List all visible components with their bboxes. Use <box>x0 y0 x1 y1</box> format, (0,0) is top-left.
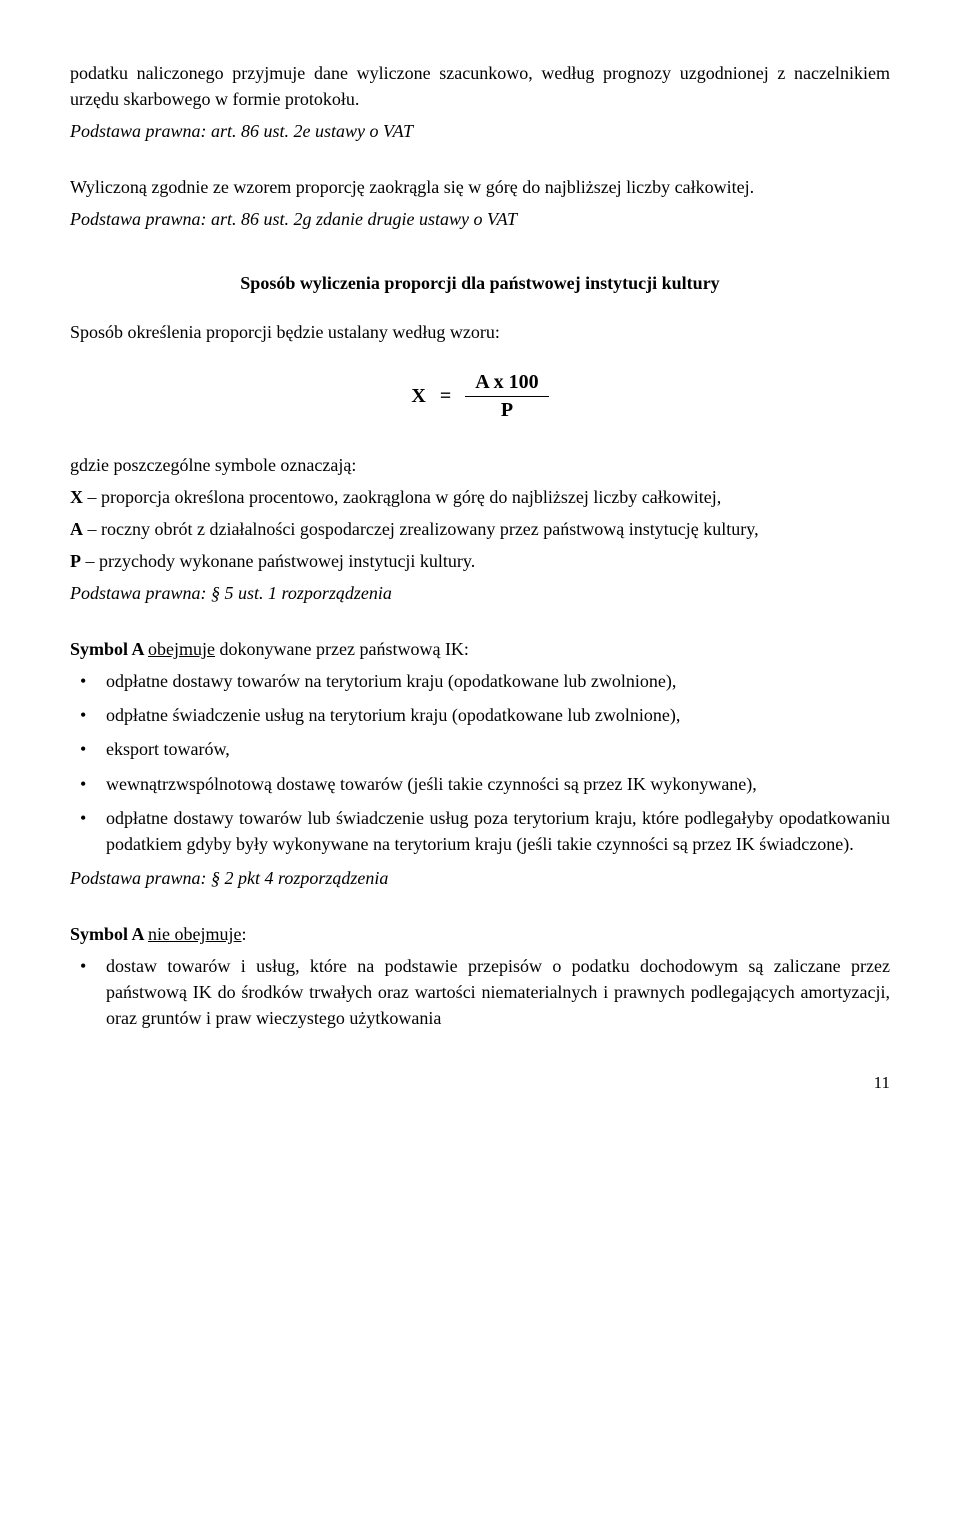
symbol-a-suffix: dokonywane przez państwową IK: <box>215 639 469 659</box>
symbol-a-prefix: Symbol A <box>70 639 148 659</box>
legal-basis-1: Podstawa prawna: art. 86 ust. 2e ustawy … <box>70 118 890 144</box>
symbol-a-not-prefix: Symbol A <box>70 924 148 944</box>
formula-numerator: A x 100 <box>465 371 548 397</box>
formula: X = A x 100 P <box>70 371 890 422</box>
symbol-a-includes-heading: Symbol A obejmuje dokonywane przez państ… <box>70 636 890 662</box>
list-item: wewnątrzwspólnotową dostawę towarów (jeś… <box>70 771 890 797</box>
definition-a: A – roczny obrót z działalności gospodar… <box>70 516 890 542</box>
formula-intro: Sposób określenia proporcji będzie ustal… <box>70 319 890 345</box>
legal-basis-4: Podstawa prawna: § 2 pkt 4 rozporządzeni… <box>70 865 890 891</box>
rounding-paragraph: Wyliczoną zgodnie ze wzorem proporcję za… <box>70 174 890 200</box>
page-number: 11 <box>70 1071 890 1096</box>
definitions-intro: gdzie poszczególne symbole oznaczają: <box>70 452 890 478</box>
legal-basis-3: Podstawa prawna: § 5 ust. 1 rozporządzen… <box>70 580 890 606</box>
legal-basis-2: Podstawa prawna: art. 86 ust. 2g zdanie … <box>70 206 890 232</box>
list-item: odpłatne dostawy towarów lub świadczenie… <box>70 805 890 857</box>
list-item: eksport towarów, <box>70 736 890 762</box>
symbol-a-excludes-list: dostaw towarów i usług, które na podstaw… <box>70 953 890 1031</box>
symbol-a-not-underline: nie obejmuje <box>148 924 241 944</box>
section-title: Sposób wyliczenia proporcji dla państwow… <box>70 270 890 296</box>
definition-x-text: – proporcja określona procentowo, zaokrą… <box>83 487 721 507</box>
list-item: dostaw towarów i usług, które na podstaw… <box>70 953 890 1031</box>
definition-x: X – proporcja określona procentowo, zaok… <box>70 484 890 510</box>
list-item: odpłatne świadczenie usług na terytorium… <box>70 702 890 728</box>
intro-paragraph: podatku naliczonego przyjmuje dane wylic… <box>70 60 890 112</box>
definition-p: P – przychody wykonane państwowej instyt… <box>70 548 890 574</box>
formula-lhs: X <box>411 382 425 411</box>
symbol-a-excludes-heading: Symbol A nie obejmuje: <box>70 921 890 947</box>
definition-p-text: – przychody wykonane państwowej instytuc… <box>81 551 475 571</box>
formula-eq: = <box>440 382 451 411</box>
symbol-a-underline: obejmuje <box>148 639 215 659</box>
list-item: odpłatne dostawy towarów na terytorium k… <box>70 668 890 694</box>
symbol-a-includes-list: odpłatne dostawy towarów na terytorium k… <box>70 668 890 857</box>
symbol-a-not-suffix: : <box>242 924 247 944</box>
definition-a-text: – roczny obrót z działalności gospodarcz… <box>83 519 759 539</box>
formula-denominator: P <box>501 397 513 422</box>
